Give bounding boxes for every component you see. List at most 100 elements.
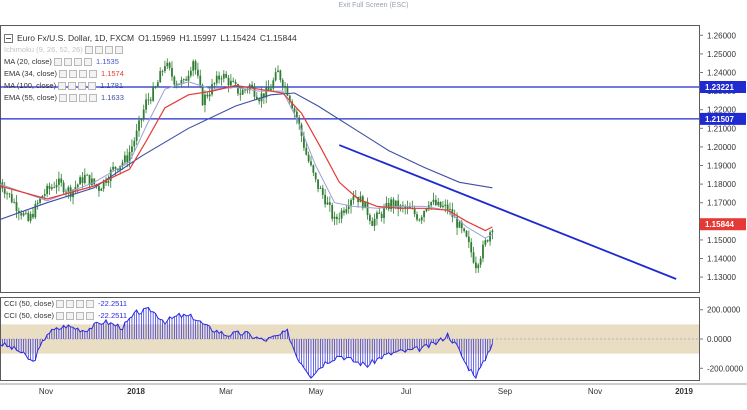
candle-body	[182, 79, 185, 81]
candle-body	[121, 162, 124, 166]
candle-body	[46, 185, 49, 195]
candle-body	[284, 86, 286, 87]
gear-icon[interactable]	[68, 70, 77, 78]
ma100-row[interactable]: MA (100, close) 1.1781	[4, 80, 297, 92]
candle-body	[178, 83, 180, 85]
candle-body	[350, 199, 352, 207]
candle-body	[366, 201, 369, 216]
candle-body	[239, 93, 242, 95]
candle-body	[432, 199, 435, 203]
candle-body	[255, 96, 258, 100]
price-legend: Euro Fx/U.S. Dollar, 1D, FXCM O1.15969 H…	[4, 32, 297, 104]
candle-body	[58, 178, 60, 185]
ma20-label: MA (20, close)	[4, 57, 52, 66]
close-icon[interactable]	[78, 70, 87, 78]
eye-icon[interactable]	[58, 94, 67, 102]
price-level-label: 1.21507	[705, 115, 734, 124]
candle-body	[53, 187, 56, 188]
candle-body	[460, 221, 463, 229]
candle-body	[149, 99, 152, 101]
cci-row-1[interactable]: CCI (50, close) -22.2511	[4, 298, 127, 310]
symbol-title: Euro Fx/U.S. Dollar, 1D, FXCM	[17, 33, 135, 43]
close-icon[interactable]	[78, 82, 87, 90]
candle-body	[138, 120, 140, 131]
x-tick-label: Mar	[219, 387, 233, 396]
more-icon[interactable]	[114, 46, 123, 54]
candle-body	[199, 75, 202, 86]
gear-icon[interactable]	[94, 46, 103, 54]
candle-body	[34, 204, 37, 218]
gear-icon[interactable]	[66, 300, 75, 308]
candle-body	[79, 177, 82, 185]
eye-icon[interactable]	[53, 58, 62, 66]
candle-body	[319, 188, 322, 189]
candle-body	[270, 88, 272, 91]
close-icon[interactable]	[78, 94, 87, 102]
cci-row-2[interactable]: CCI (50, close) -22.2511	[4, 310, 127, 322]
candle-body	[338, 218, 341, 220]
gear-icon[interactable]	[68, 94, 77, 102]
eye-icon[interactable]	[84, 46, 93, 54]
candle-body	[65, 191, 67, 193]
more-icon[interactable]	[83, 58, 92, 66]
eye-icon[interactable]	[56, 300, 65, 308]
ema55-label: EMA (55, close)	[4, 93, 57, 102]
candle-body	[36, 202, 39, 205]
candle-body	[277, 70, 279, 73]
candle-body	[333, 216, 336, 219]
close-icon[interactable]	[76, 300, 85, 308]
more-icon[interactable]	[88, 70, 97, 78]
eye-icon[interactable]	[58, 82, 67, 90]
ema55-row[interactable]: EMA (55, close) 1.1633	[4, 92, 297, 104]
candle-body	[50, 187, 53, 189]
collapse-icon[interactable]	[4, 33, 13, 43]
more-icon[interactable]	[86, 312, 95, 320]
more-icon[interactable]	[88, 82, 97, 90]
y-tick-label: 1.25000	[707, 50, 736, 59]
gear-icon[interactable]	[66, 312, 75, 320]
more-icon[interactable]	[88, 94, 97, 102]
candle-body	[340, 210, 343, 219]
candle-body	[171, 67, 173, 77]
cci-y-tick-label: -200.0000	[707, 364, 744, 373]
candle-body	[175, 83, 178, 85]
candle-body	[48, 185, 51, 189]
eye-icon[interactable]	[56, 312, 65, 320]
candle-body	[128, 152, 131, 163]
gear-icon[interactable]	[68, 82, 77, 90]
eye-icon[interactable]	[58, 70, 67, 78]
candle-body	[180, 80, 183, 84]
y-tick-label: 1.18000	[707, 180, 736, 189]
y-tick-label: 1.13000	[707, 273, 736, 282]
candle-body	[376, 212, 378, 219]
close-icon[interactable]	[104, 46, 113, 54]
candle-body	[55, 184, 58, 188]
candle-body	[328, 202, 331, 205]
candle-body	[164, 66, 166, 71]
candle-body	[331, 204, 334, 219]
candle-body	[74, 187, 77, 190]
more-icon[interactable]	[86, 300, 95, 308]
ema34-row[interactable]: EMA (34, close) 1.1574	[4, 68, 297, 80]
cci-y-tick-label: 200.0000	[707, 306, 741, 315]
candle-body	[456, 217, 458, 228]
price-level-badge	[700, 80, 746, 93]
x-tick-label: 2018	[127, 387, 145, 396]
candle-body	[305, 147, 308, 155]
last-price-badge	[700, 218, 746, 231]
ma20-row[interactable]: MA (20, close) 1.1535	[4, 56, 297, 68]
candle-body	[208, 94, 211, 97]
candle-body	[310, 161, 312, 166]
gear-icon[interactable]	[63, 58, 72, 66]
candle-body	[161, 70, 164, 72]
exit-fullscreen-button[interactable]: Exit Full Screen (ESC)	[338, 2, 409, 9]
close-icon[interactable]	[73, 58, 82, 66]
close-icon[interactable]	[76, 312, 85, 320]
candle-body	[484, 240, 487, 245]
candle-body	[15, 202, 18, 211]
ichimoku-row[interactable]: Ichimoku (9, 26, 52, 26)	[4, 44, 297, 56]
candle-body	[206, 94, 209, 97]
candle-body	[321, 188, 324, 195]
